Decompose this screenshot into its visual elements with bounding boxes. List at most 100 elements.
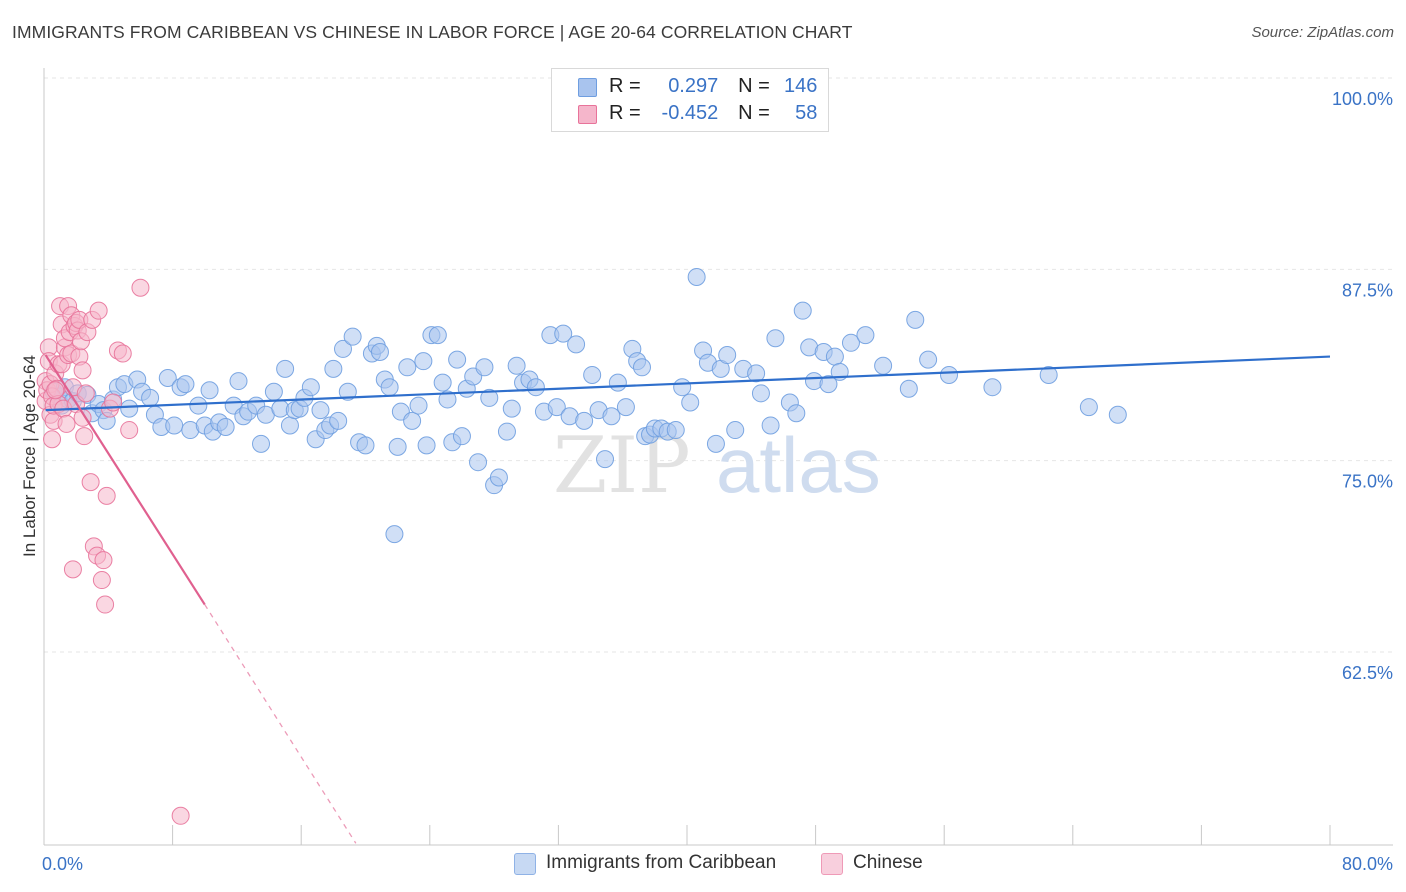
caribbean-point (165, 416, 184, 435)
y-tick-labels: 62.5% 75.0% 87.5% 100.0% (1332, 89, 1393, 683)
legend-r-label: R = (609, 102, 641, 124)
x-tick-label-max: 80.0% (1342, 854, 1393, 874)
caribbean-point (311, 401, 330, 420)
caribbean-point (356, 436, 375, 455)
caribbean-point (616, 398, 635, 417)
caribbean-point (567, 335, 586, 354)
caribbean-point (438, 390, 457, 409)
legend-n-label: N = (738, 102, 770, 124)
x-axis-ticks (43, 825, 1331, 845)
legend-n-label: N = (738, 75, 770, 97)
legend-n-value: 146 (784, 75, 818, 97)
caribbean-point (666, 421, 685, 440)
bottom-legend-label-caribbean: Immigrants from Caribbean (546, 852, 777, 873)
caribbean-point (189, 396, 208, 415)
caribbean-point (433, 373, 452, 392)
caribbean-point (388, 437, 407, 456)
caribbean-point (940, 365, 959, 384)
chinese-point (89, 301, 108, 320)
caribbean-point (338, 382, 357, 401)
caribbean-point (526, 378, 545, 397)
caribbean-point (681, 393, 700, 412)
caribbean-point (448, 350, 467, 369)
caribbean-point (726, 421, 745, 440)
caribbean-point (787, 404, 806, 423)
caribbean-point (766, 329, 785, 348)
caribbean-point (417, 436, 436, 455)
caribbean-point (1079, 398, 1098, 417)
chinese-point (76, 384, 95, 403)
legend-r-value: -0.452 (661, 102, 719, 124)
watermark-atlas: atlas (716, 421, 881, 509)
chinese-point (73, 361, 92, 380)
y-tick-label: 75.0% (1342, 472, 1393, 492)
chinese-trend-extension (204, 604, 357, 844)
caribbean-point (403, 411, 422, 430)
chinese-point (171, 806, 190, 825)
caribbean-point (687, 267, 706, 286)
caribbean-point (452, 427, 471, 446)
caribbean-point (141, 388, 160, 407)
caribbean-point (596, 450, 615, 469)
x-tick-label-min: 0.0% (42, 854, 83, 874)
caribbean-point (333, 339, 352, 358)
caribbean-point (324, 359, 343, 378)
y-tick-label: 62.5% (1342, 663, 1393, 683)
caribbean-point (264, 382, 283, 401)
caribbean-trend-line (45, 355, 1331, 412)
caribbean-point (819, 375, 838, 394)
caribbean-point (329, 411, 348, 430)
caribbean-point (409, 396, 428, 415)
chinese-point (92, 571, 111, 590)
caribbean-point (906, 310, 925, 329)
y-tick-label: 100.0% (1332, 89, 1393, 109)
caribbean-point (825, 347, 844, 366)
caribbean-point (983, 378, 1002, 397)
chart-title: IMMIGRANTS FROM CARIBBEAN VS CHINESE IN … (12, 22, 853, 42)
chinese-point (63, 560, 82, 579)
bottom-legend-swatch-caribbean (514, 853, 536, 875)
chinese-trend-line (44, 354, 206, 606)
caribbean-point (301, 378, 320, 397)
caribbean-point (919, 350, 938, 369)
chinese-point (131, 278, 150, 297)
legend-r-value: 0.297 (668, 75, 719, 97)
caribbean-point (398, 358, 417, 377)
caribbean-point (554, 324, 573, 343)
caribbean-point (706, 434, 725, 453)
source-label: Source: ZipAtlas.com (1251, 24, 1394, 41)
caribbean-point (761, 416, 780, 435)
legend-box: R = 0.297 N = 146 R = -0.452 N = 58 (551, 68, 829, 132)
y-tick-label: 87.5% (1342, 280, 1393, 300)
caribbean-point (489, 468, 508, 487)
caribbean-point (475, 358, 494, 377)
caribbean-point (380, 378, 399, 397)
caribbean-point (1039, 365, 1058, 384)
caribbean-point (158, 369, 177, 388)
caribbean-point (502, 399, 521, 418)
caribbean-point (480, 388, 499, 407)
caribbean-point (414, 352, 433, 371)
caribbean-point (602, 407, 621, 426)
bottom-legend-swatch-chinese (821, 853, 843, 875)
chinese-point (113, 344, 132, 363)
chinese-point (75, 427, 94, 446)
caribbean-point (469, 453, 488, 472)
legend-n-value: 58 (795, 102, 818, 124)
chinese-point (120, 421, 139, 440)
caribbean-point (176, 375, 195, 394)
caribbean-point (673, 378, 692, 397)
caribbean-point (747, 364, 766, 383)
caribbean-point (216, 417, 235, 436)
caribbean-point (583, 365, 602, 384)
caribbean-point (252, 434, 271, 453)
legend-swatch-chinese (578, 105, 597, 124)
caribbean-point (229, 372, 248, 391)
trend-lines (44, 354, 1331, 844)
legend-r-label: R = (609, 75, 641, 97)
caribbean-point (608, 373, 627, 392)
chinese-point (43, 430, 62, 449)
caribbean-point (718, 346, 737, 365)
chinese-point (81, 473, 100, 492)
